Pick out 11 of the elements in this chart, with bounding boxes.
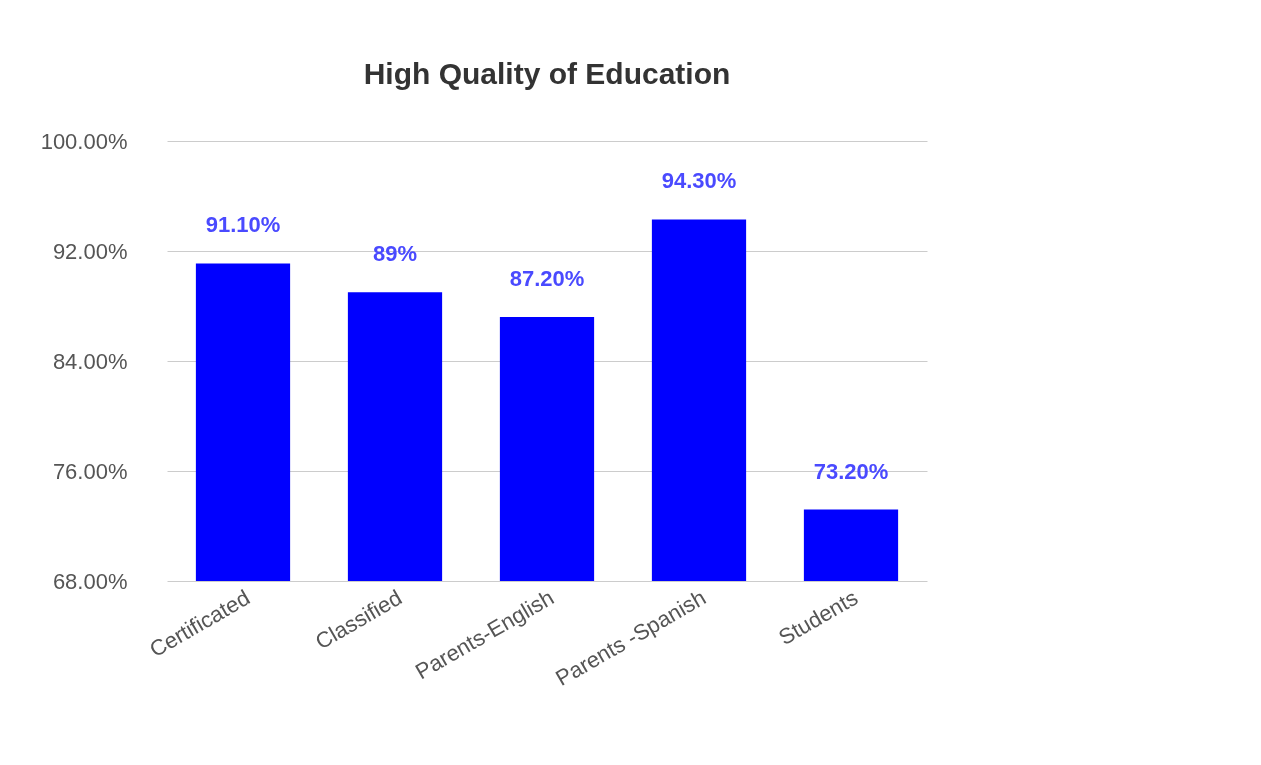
data-label: 73.20% bbox=[813, 458, 889, 484]
data-label: 87.20% bbox=[509, 266, 585, 291]
y-tick-label: 92.00% bbox=[52, 238, 128, 264]
chart-title: High Quality of Education bbox=[363, 57, 731, 90]
y-tick-label: 84.00% bbox=[52, 348, 128, 374]
data-label: 91.10% bbox=[205, 212, 281, 238]
data-label: 94.30% bbox=[661, 168, 737, 194]
y-tick-label: 68.00% bbox=[52, 568, 128, 594]
y-tick-label: 100.00% bbox=[40, 128, 128, 154]
data-label: 89% bbox=[372, 241, 418, 267]
y-tick-label: 76.00% bbox=[52, 458, 128, 484]
